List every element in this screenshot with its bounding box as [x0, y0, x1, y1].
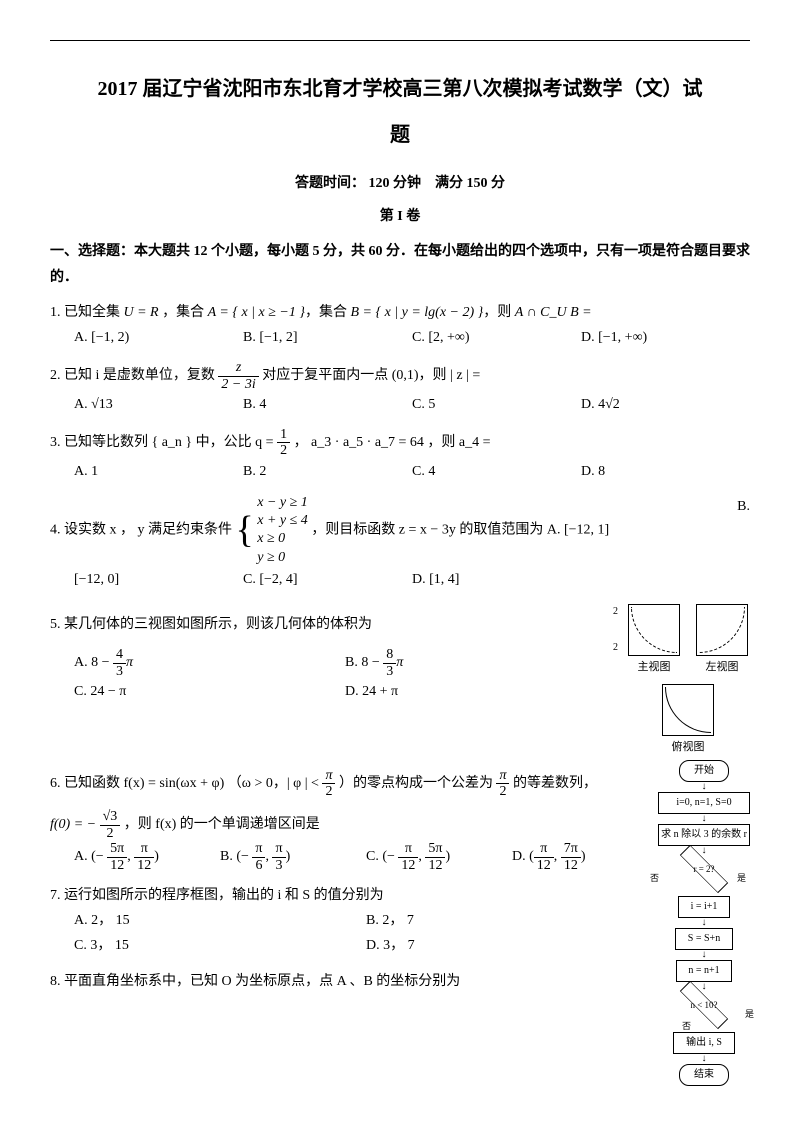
q2-a: A. √13 — [74, 392, 243, 417]
q6-c: C. (− π12, 5π12) — [366, 841, 512, 873]
score-label: 满分 — [435, 176, 463, 191]
arrow-down-icon: ↓ — [658, 984, 750, 990]
flow-start: 开始 — [679, 760, 729, 782]
q4-a: A. [−12, 1] — [547, 523, 609, 538]
arrow-down-icon: ↓ — [658, 784, 750, 790]
q7-a: A. 2， 15 — [74, 908, 366, 933]
exam-info: 答题时间： 120 分钟 满分 150 分 — [50, 171, 750, 196]
time-value: 120 分钟 — [369, 176, 422, 191]
q1: 1. 已知全集 U = R ，集合 A = { x | x ≥ −1 }，集合 … — [50, 300, 750, 350]
q1-c: C. [2, +∞) — [412, 325, 581, 350]
flow-inc-n: n = n+1 — [676, 960, 732, 982]
q4-row2-a: [−12, 0] — [74, 567, 243, 592]
front-view-icon: 2 2 — [628, 604, 680, 656]
side-view-label: 左视图 — [694, 658, 750, 678]
flow-no-label-2: 否 — [682, 1018, 691, 1034]
q3-c: C. 4 — [412, 459, 581, 484]
exam-title-line1: 2017 届辽宁省沈阳市东北育才学校高三第八次模拟考试数学（文）试 — [50, 71, 750, 107]
q1-d: D. [−1, +∞) — [581, 325, 750, 350]
q2-b: B. 4 — [243, 392, 412, 417]
score-value: 150 分 — [467, 176, 506, 191]
flow-init: i=0, n=1, S=0 — [658, 792, 750, 814]
q7-stem: 7. 运行如图所示的程序框图，输出的 i 和 S 的值分别为 — [50, 883, 658, 908]
q7: 7. 运行如图所示的程序框图，输出的 i 和 S 的值分别为 A. 2， 15 … — [50, 883, 658, 959]
q5-d: D. 24 + π — [345, 679, 616, 704]
top-view-label: 俯视图 — [660, 738, 716, 758]
q5-row: 5. 某几何体的三视图如图所示，则该几何体的体积为 A. 8 − 43π B. … — [50, 602, 750, 758]
q1-b: B. [−1, 2] — [243, 325, 412, 350]
flowchart-figure: 开始 ↓ i=0, n=1, S=0 ↓ 求 n 除以 3 的余数 r ↓ r … — [658, 758, 750, 1088]
top-view-icon — [662, 684, 714, 736]
q6-d: D. (π12, 7π12) — [512, 841, 658, 873]
q5-c: C. 24 − π — [74, 679, 345, 704]
part-label: 第 I 卷 — [50, 204, 750, 229]
flow-yes-label-2: 是 — [745, 1006, 754, 1022]
q6-a: A. (− 5π12, π12) — [74, 841, 220, 873]
flow-no-label: 否 — [650, 870, 659, 886]
q1-stem: 1. 已知全集 U = R ，集合 A = { x | x ≥ −1 }，集合 … — [50, 305, 592, 320]
q2-d: D. 4√2 — [581, 392, 750, 417]
arrow-down-icon: ↓ — [658, 920, 750, 926]
q6-b: B. (− π6, π3) — [220, 841, 366, 873]
q2: 2. 已知 i 是虚数单位，复数 z2 − 3i 对应于复平面内一点 (0,1)… — [50, 360, 750, 417]
flow-inc-i: i = i+1 — [678, 896, 730, 918]
flow-output: 输出 i, S — [673, 1032, 735, 1054]
three-views-figure: 2 2 主视图 左视图 俯视图 — [626, 602, 750, 758]
q3: 3. 已知等比数列 { a_n } 中，公比 q = 12 ， a_3 · a_… — [50, 427, 750, 484]
q4: 4. 设实数 x ， y 满足约束条件 { x − y ≥ 1 x + y ≤ … — [50, 494, 750, 592]
side-view-icon — [696, 604, 748, 656]
brace-icon: { — [236, 515, 254, 545]
q5-a: A. 8 − 43π — [74, 647, 345, 679]
flow-cond1: r = 2? — [677, 856, 731, 882]
section1-heading: 一、选择题：本大题共 12 个小题，每小题 5 分，共 60 分．在每小题给出的… — [50, 239, 750, 289]
q3-a: A. 1 — [74, 459, 243, 484]
flow-mod: 求 n 除以 3 的余数 r — [658, 824, 750, 846]
q5-stem: 5. 某几何体的三视图如图所示，则该几何体的体积为 — [50, 612, 616, 637]
flow-end: 结束 — [679, 1064, 729, 1086]
q7-d: D. 3， 7 — [366, 933, 658, 958]
q2-fraction: z2 − 3i — [218, 360, 258, 392]
q4-d: D. [1, 4] — [412, 567, 581, 592]
q3-b: B. 2 — [243, 459, 412, 484]
q4-system: x − y ≥ 1 x + y ≤ 4 x ≥ 0 y ≥ 0 — [257, 494, 308, 567]
q6-7-8-block: 6. 已知函数 f(x) = sin(ωx + φ) （ω > 0，| φ | … — [50, 758, 750, 1088]
q7-b: B. 2， 7 — [366, 908, 658, 933]
front-view-label: 主视图 — [626, 658, 682, 678]
q6: 6. 已知函数 f(x) = sin(ωx + φ) （ω > 0，| φ | … — [50, 768, 658, 873]
time-label: 答题时间： — [295, 176, 365, 191]
exam-title-line2: 题 — [50, 117, 750, 153]
flow-sum: S = S+n — [675, 928, 733, 950]
arrow-down-icon: ↓ — [658, 952, 750, 958]
q3-fraction: 12 — [277, 427, 290, 459]
arrow-down-icon: ↓ — [658, 1056, 750, 1062]
top-rule — [50, 40, 750, 41]
q1-a: A. [−1, 2) — [74, 325, 243, 350]
q7-c: C. 3， 15 — [74, 933, 366, 958]
q4-c: C. [−2, 4] — [243, 567, 412, 592]
q4-b: B. — [690, 494, 750, 519]
q5-b: B. 8 − 83π — [345, 647, 616, 679]
q3-d: D. 8 — [581, 459, 750, 484]
flow-yes-label: 是 — [737, 870, 746, 886]
arrow-down-icon: ↓ — [658, 848, 750, 854]
arrow-down-icon: ↓ — [658, 816, 750, 822]
q8-stem: 8. 平面直角坐标系中，已知 O 为坐标原点，点 A 、B 的坐标分别为 — [50, 969, 658, 994]
q2-c: C. 5 — [412, 392, 581, 417]
flow-cond2: n < 10? — [677, 992, 731, 1018]
